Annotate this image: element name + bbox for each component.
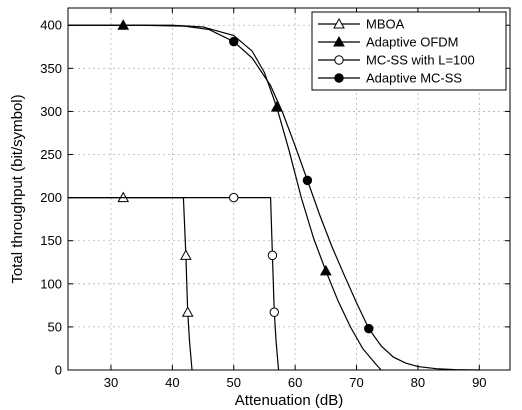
ticks: 30 40 50 60 70 80 90 0 50 100 150 200 250 300 350 400 — [40, 8, 510, 390]
legend-entry: MC-SS with L=100 — [366, 53, 475, 68]
legend-entry: MBOA — [366, 17, 405, 32]
legend-entry: Adaptive OFDM — [366, 35, 458, 50]
series-marker — [269, 307, 279, 317]
series-marker — [229, 192, 239, 203]
series-0 — [68, 191, 194, 371]
series-2 — [68, 192, 280, 371]
series-3 — [68, 24, 480, 371]
series-line — [68, 24, 382, 371]
series-marker — [319, 264, 332, 276]
series-marker — [270, 101, 283, 112]
legend-marker — [334, 55, 344, 65]
series-line — [68, 24, 480, 371]
x-tick-label: 30 — [104, 375, 118, 390]
x-tick-label: 70 — [349, 375, 363, 390]
x-tick-label: 40 — [165, 375, 179, 390]
x-tick-label: 80 — [411, 375, 425, 390]
y-axis-label: Total throughput (bit/symbol) — [9, 94, 26, 283]
y-tick-label: 50 — [48, 319, 62, 334]
x-axis-label: Attenuation (dB) — [235, 392, 343, 409]
legend-box — [311, 11, 507, 91]
legend-marker — [333, 35, 345, 47]
series-marker — [364, 323, 374, 334]
legend-marker — [334, 73, 344, 83]
series-1 — [68, 19, 382, 371]
plot-frame — [67, 7, 511, 371]
series-layer — [68, 19, 480, 371]
y-tick-label: 150 — [40, 233, 62, 248]
series-marker — [267, 250, 278, 261]
series-marker — [181, 306, 194, 317]
y-tick-label: 400 — [40, 18, 62, 33]
y-tick-label: 0 — [55, 363, 62, 378]
x-tick-label: 90 — [472, 375, 486, 390]
x-tick-label: 60 — [288, 375, 302, 390]
legend-entry: Adaptive MC-SS — [366, 71, 462, 86]
series-marker — [180, 249, 192, 260]
legend-marker — [333, 17, 345, 29]
y-tick-label: 300 — [40, 104, 62, 119]
y-tick-label: 250 — [40, 147, 62, 162]
series-marker — [302, 175, 313, 186]
y-tick-label: 350 — [40, 61, 62, 76]
legend: MBOA Adaptive OFDM MC-SS with L=100 Adaptiv… — [311, 11, 507, 91]
x-tick-label: 50 — [227, 375, 241, 390]
y-tick-label: 100 — [40, 276, 62, 291]
y-tick-label: 200 — [40, 190, 62, 205]
series-marker — [229, 36, 239, 47]
